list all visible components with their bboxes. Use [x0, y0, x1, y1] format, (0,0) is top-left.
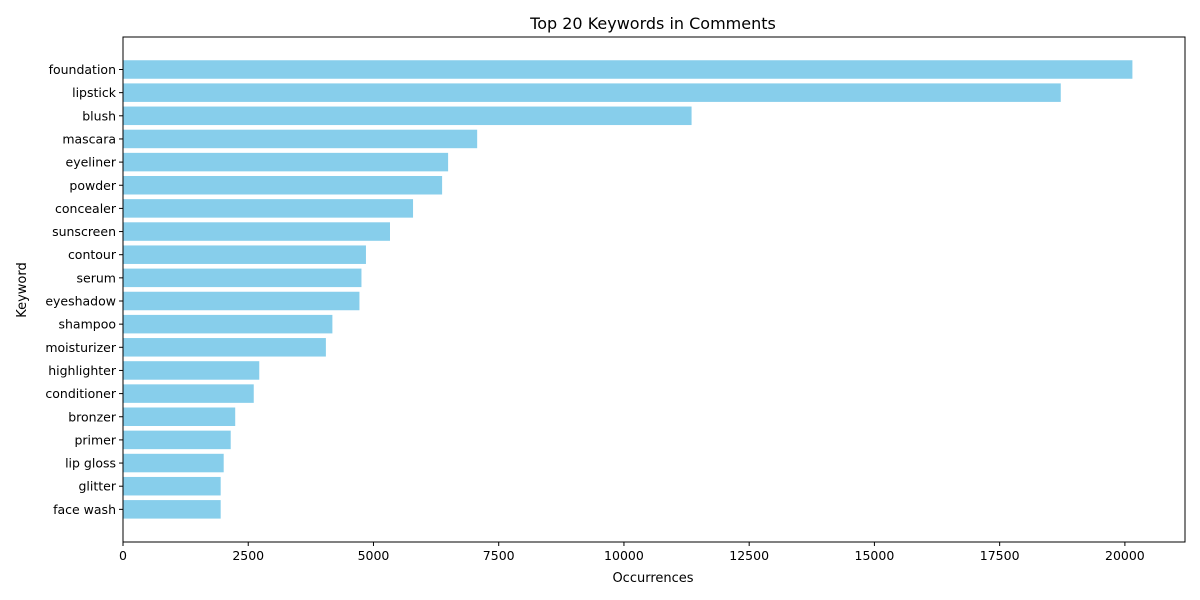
y-axis-title: Keyword	[15, 262, 30, 318]
bar-eyeshadow	[123, 291, 360, 311]
x-axis-ticks: 0 2500 5000 7500 10000 12500 15000 17500 20000	[119, 542, 1145, 563]
bar-foundation	[123, 60, 1133, 79]
x-tick-label: 0	[119, 548, 127, 563]
y-tick-label: blush	[82, 108, 116, 123]
bar-serum	[123, 268, 362, 288]
bar-blush	[123, 106, 692, 126]
bar-primer	[123, 430, 231, 450]
y-tick-label: eyeshadow	[45, 294, 116, 309]
y-tick-label: bronzer	[68, 409, 117, 424]
y-tick-label: contour	[68, 247, 117, 262]
bar-eyeliner	[123, 152, 449, 172]
y-tick-label: mascara	[62, 131, 116, 146]
x-tick-label: 12500	[729, 548, 769, 563]
bar-sunscreen	[123, 222, 391, 241]
y-tick-label: eyeliner	[66, 155, 117, 170]
bar-lip-gloss	[123, 453, 224, 473]
y-tick-label: highlighter	[48, 363, 117, 378]
y-axis-ticks: foundation lipstick blush mascara eyeliner po…	[45, 62, 123, 517]
y-tick-label: conditioner	[45, 386, 116, 401]
x-tick-label: 2500	[232, 548, 264, 563]
y-tick-label: glitter	[78, 479, 116, 494]
bar-powder	[123, 176, 443, 195]
bar-shampoo	[123, 314, 333, 334]
bar-glitter	[123, 476, 221, 496]
x-tick-label: 20000	[1105, 548, 1145, 563]
x-tick-label: 5000	[358, 548, 390, 563]
y-tick-label: shampoo	[58, 317, 116, 332]
bar-conditioner	[123, 384, 254, 403]
x-axis-title: Occurrences	[612, 571, 693, 586]
y-tick-label: moisturizer	[45, 340, 116, 355]
y-tick-label: serum	[77, 270, 116, 285]
bar-moisturizer	[123, 338, 326, 357]
y-tick-label: foundation	[49, 62, 116, 77]
plot-frame	[122, 36, 1186, 543]
bar-bronzer	[123, 407, 236, 426]
bar-concealer	[123, 199, 414, 218]
y-tick-label: lipstick	[72, 85, 117, 100]
bar-mascara	[123, 129, 478, 149]
y-tick-label: powder	[69, 178, 116, 193]
y-tick-label: primer	[74, 432, 116, 447]
y-tick-label: face wash	[53, 502, 116, 517]
bar-highlighter	[123, 361, 260, 380]
chart-title: Top 20 Keywords in Comments	[529, 14, 776, 33]
y-tick-label: lip gloss	[65, 456, 116, 471]
x-tick-label: 17500	[980, 548, 1020, 563]
x-tick-label: 15000	[855, 548, 895, 563]
x-tick-label: 10000	[604, 548, 644, 563]
bar-lipstick	[123, 83, 1061, 102]
y-tick-label: concealer	[55, 201, 117, 216]
x-tick-label: 7500	[483, 548, 515, 563]
bar-contour	[123, 245, 366, 264]
bars	[123, 60, 1133, 519]
y-tick-label: sunscreen	[52, 224, 116, 239]
bar-face-wash	[123, 500, 221, 519]
